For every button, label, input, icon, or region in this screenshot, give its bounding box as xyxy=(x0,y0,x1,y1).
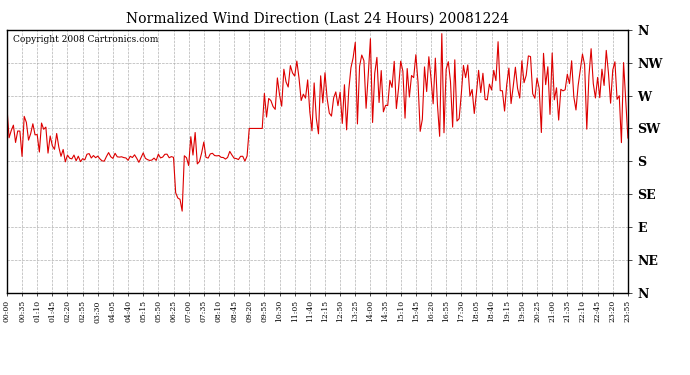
Text: Copyright 2008 Cartronics.com: Copyright 2008 Cartronics.com xyxy=(13,35,159,44)
Text: Normalized Wind Direction (Last 24 Hours) 20081224: Normalized Wind Direction (Last 24 Hours… xyxy=(126,11,509,25)
